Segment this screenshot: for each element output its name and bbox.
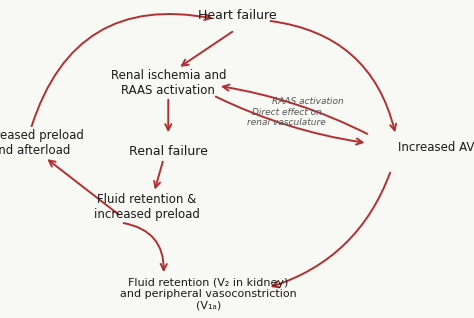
Text: Renal ischemia and
RAAS activation: Renal ischemia and RAAS activation <box>110 69 226 97</box>
Text: Fluid retention &
increased preload: Fluid retention & increased preload <box>94 193 200 221</box>
Text: Renal failure: Renal failure <box>129 145 208 157</box>
Text: Fluid retention (V₂ in kidney)
and peripheral vasoconstriction
(V₁ₐ): Fluid retention (V₂ in kidney) and perip… <box>120 278 297 311</box>
Text: Increased preload
and afterload: Increased preload and afterload <box>0 129 84 157</box>
Text: RAAS activation: RAAS activation <box>272 97 344 106</box>
Text: Heart failure: Heart failure <box>198 10 276 22</box>
Text: Direct effect on
renal vasculature: Direct effect on renal vasculature <box>247 108 326 128</box>
Text: Increased AVP levels: Increased AVP levels <box>398 142 474 154</box>
